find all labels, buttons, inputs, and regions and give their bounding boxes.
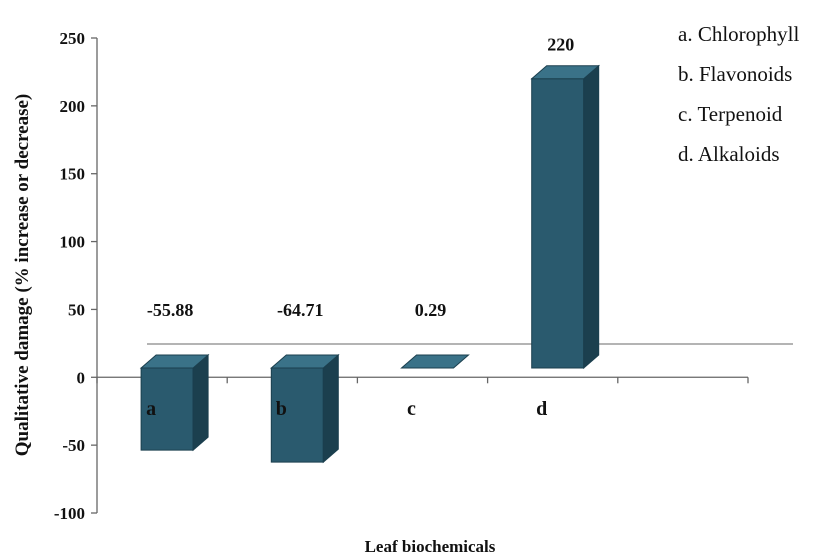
x-axis-label: Leaf biochemicals — [365, 537, 496, 556]
bar — [269, 353, 340, 464]
category-label: a — [146, 398, 156, 420]
y-tick-label: 0 — [77, 368, 86, 387]
y-tick-label: 100 — [60, 233, 86, 252]
category-label: b — [276, 398, 287, 420]
data-label: -64.71 — [277, 300, 324, 320]
y-tick-label: -100 — [54, 504, 85, 523]
axes: -100 -50 0 50 100 150 200 250 — [54, 29, 793, 523]
category-label: c — [407, 398, 416, 420]
y-tick-label: 200 — [60, 97, 86, 116]
y-tick-label: 50 — [68, 300, 85, 319]
bar — [400, 354, 470, 369]
category-label: d — [536, 398, 547, 420]
legend-item: c. Terpenoid — [678, 102, 783, 126]
y-tick-label: -50 — [62, 436, 85, 455]
bars — [139, 64, 601, 464]
bar — [139, 353, 210, 452]
y-tick-label: 250 — [60, 29, 86, 48]
data-label: 220 — [547, 35, 574, 55]
legend: a. Chlorophyll b. Flavonoids c. Terpenoi… — [678, 14, 799, 174]
y-axis-label: Qualitative damage (% increase or decrea… — [12, 94, 33, 457]
y-tick-label: 150 — [60, 165, 86, 184]
bar — [530, 64, 601, 370]
legend-item: d. Alkaloids — [678, 142, 780, 166]
data-label: 0.29 — [415, 300, 447, 320]
labels: a -55.88 b -64.71 c 0.29 d 220 — [146, 35, 574, 420]
data-label: -55.88 — [147, 300, 194, 320]
legend-item: b. Flavonoids — [678, 62, 793, 86]
legend-item: a. Chlorophyll — [678, 22, 800, 46]
